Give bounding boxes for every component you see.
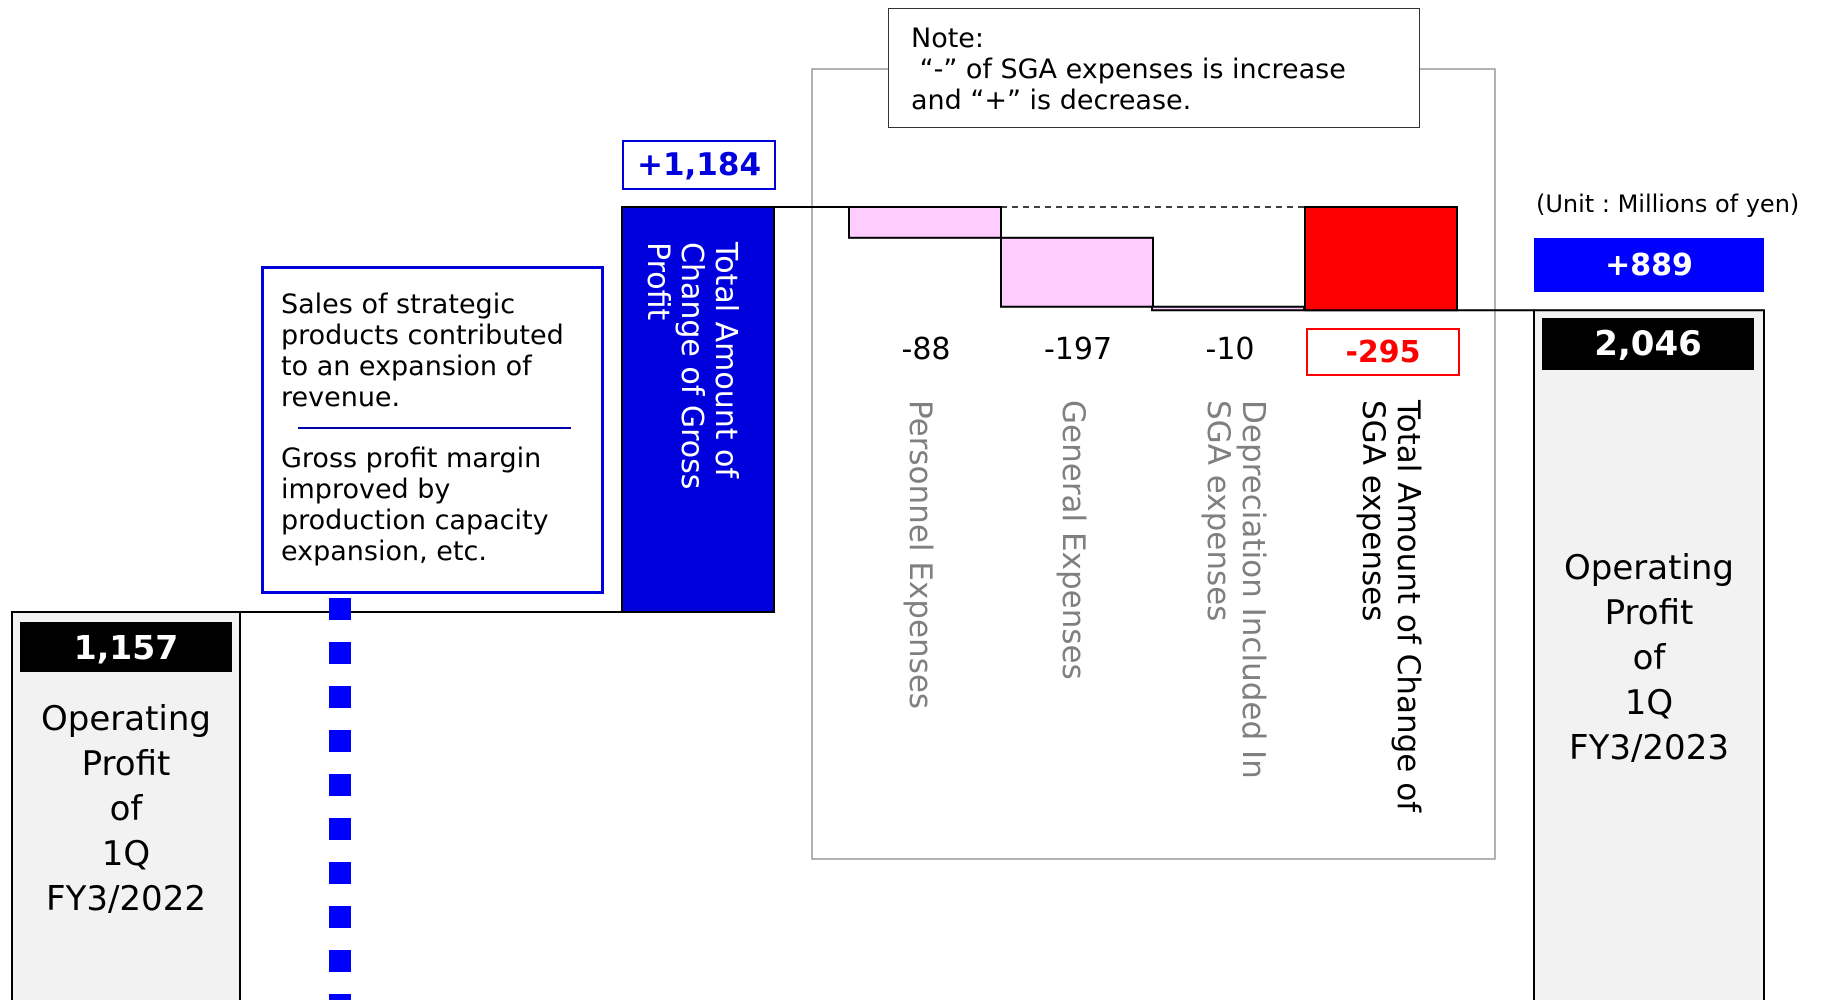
gross-bar-label: Total Amount of Change of Gross Profit — [640, 242, 743, 490]
note-box: Note: “-” of SGA expenses is increase an… — [888, 8, 1420, 128]
callout-box: Sales of strategic products contributed … — [261, 266, 604, 594]
end-label-line: FY3/2023 — [1569, 728, 1729, 768]
note-line-2: “-” of SGA expenses is increase — [911, 54, 1346, 85]
end-label-line: 1Q — [1624, 683, 1674, 723]
start-label-line: of — [109, 789, 143, 829]
callout-pointer-dot — [329, 994, 351, 1000]
sga-total-category-label: Total Amount of Change of SGA expenses — [1355, 400, 1426, 813]
personnel-category-label: Personnel Expenses — [902, 400, 938, 710]
gross-bar — [621, 206, 775, 613]
note-line-1: Note: — [911, 23, 985, 54]
start-label-line: 1Q — [101, 834, 151, 874]
general-category-label: General Expenses — [1055, 400, 1091, 680]
callout-pointer-dot — [329, 950, 351, 972]
end-label-line: Profit — [1604, 593, 1694, 633]
total-change-label: +889 — [1534, 238, 1764, 292]
start-bar — [11, 611, 241, 1000]
depreciation-category-label: Depreciation Included In SGA expenses — [1200, 400, 1271, 779]
depreciation-bar — [1151, 305, 1305, 312]
note-line-3: and “+” is decrease. — [911, 85, 1192, 116]
end-label-line: of — [1632, 638, 1666, 678]
end-value-label: 2,046 — [1542, 318, 1754, 370]
callout-pointer-dot — [329, 598, 351, 620]
callout-pointer-dot — [329, 774, 351, 796]
callout-pointer-dot — [329, 730, 351, 752]
callout-pointer-dot — [329, 686, 351, 708]
personnel-bar — [848, 206, 1002, 239]
callout-divider — [298, 427, 571, 429]
callout-pointer-dot — [329, 862, 351, 884]
end-bar — [1533, 309, 1765, 1000]
start-bar-label: Operating Profit of 1Q FY3/2022 — [12, 697, 240, 922]
personnel-value-label: -88 — [901, 332, 951, 367]
callout-text-1: Sales of strategic products contributed … — [281, 289, 564, 413]
gross-value-label: +1,184 — [622, 140, 776, 190]
callout-pointer-dot — [329, 906, 351, 928]
callout-text-2: Gross profit margin improved by producti… — [281, 443, 549, 567]
general-bar — [1000, 236, 1154, 308]
end-label-line: Operating — [1564, 548, 1734, 588]
unit-label: (Unit : Millions of yen) — [1536, 190, 1800, 218]
start-label-line: Operating — [41, 699, 211, 739]
start-label-line: Profit — [81, 744, 171, 784]
depreciation-value-label: -10 — [1205, 332, 1255, 367]
sga-total-bar — [1304, 206, 1458, 312]
general-value-label: -197 — [1043, 332, 1113, 367]
callout-pointer-dot — [329, 642, 351, 664]
start-value-label: 1,157 — [20, 622, 232, 672]
end-bar-label: Operating Profit of 1Q FY3/2023 — [1534, 546, 1764, 771]
sga-total-value-label: -295 — [1306, 328, 1460, 376]
callout-pointer-dot — [329, 818, 351, 840]
start-label-line: FY3/2022 — [46, 879, 206, 919]
